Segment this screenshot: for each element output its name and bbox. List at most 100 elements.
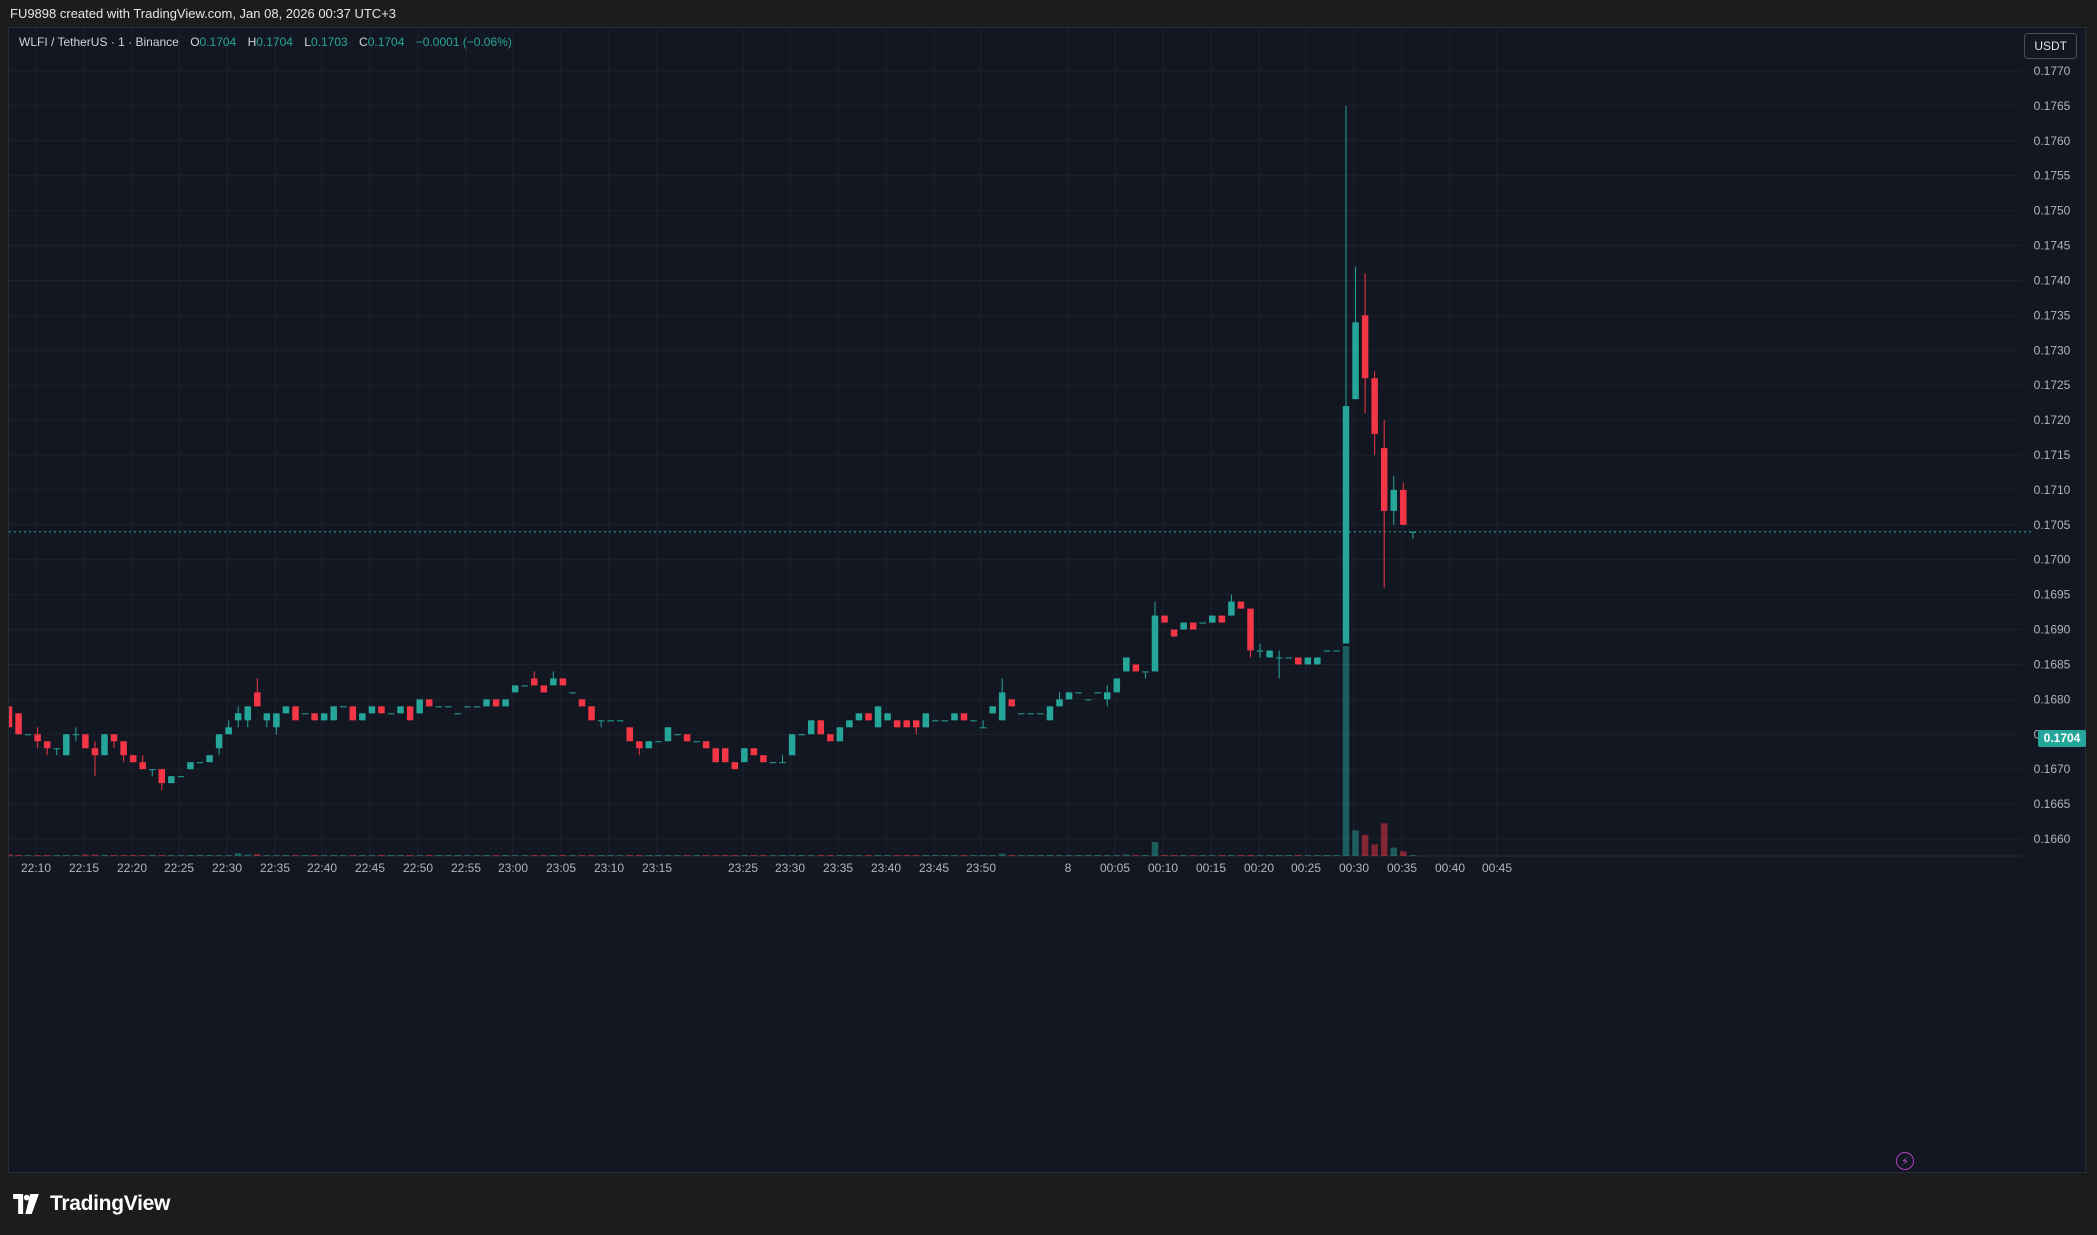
time-tick-label: 23:40: [871, 861, 901, 875]
candle-body: [435, 706, 442, 708]
volume-bar: [1237, 855, 1245, 856]
candle-body: [1209, 615, 1216, 623]
time-tick-label: 00:15: [1196, 861, 1226, 875]
volume-bar: [750, 855, 758, 856]
volume-bar: [616, 855, 624, 856]
volume-bar: [597, 855, 605, 856]
candle-body: [760, 755, 767, 763]
candle-body: [43, 741, 51, 749]
volume-bar: [454, 855, 462, 856]
candle-body: [24, 734, 32, 736]
volume-bar: [712, 855, 719, 856]
candle-body: [979, 727, 987, 729]
volume-bar: [1170, 855, 1178, 856]
volume-bar: [1075, 855, 1082, 856]
volume-bar: [15, 855, 22, 856]
volume-bar: [903, 855, 910, 856]
price-axis: 0.16600.16650.16700.16750.16800.16850.16…: [2034, 64, 2071, 846]
price-tick-label: 0.1745: [2034, 239, 2071, 253]
candle-body: [521, 685, 528, 687]
time-tick-label: 00:10: [1148, 861, 1178, 875]
time-tick-label: 00:25: [1291, 861, 1321, 875]
candle-body: [1084, 699, 1092, 701]
currency-button[interactable]: USDT: [2024, 33, 2077, 59]
candle-body: [712, 748, 719, 763]
lightning-icon[interactable]: ⚡: [1896, 1152, 1914, 1170]
candle-body: [559, 678, 567, 686]
volume-bar: [769, 855, 777, 856]
volume-bar: [53, 855, 60, 856]
volume-bar: [569, 855, 576, 856]
volume-bar: [1285, 855, 1292, 856]
volume-bar: [273, 855, 280, 856]
volume-bar: [636, 855, 643, 856]
volume-bar: [101, 855, 108, 856]
candle-body: [206, 755, 213, 763]
volume-bar: [1400, 851, 1407, 856]
volume-bar: [932, 855, 939, 856]
time-tick-label: 00:05: [1100, 861, 1130, 875]
candle-body: [425, 699, 433, 707]
change-value: −0.0001 (−0.06%): [415, 35, 512, 49]
volume-bar: [1218, 855, 1226, 856]
volume-bar: [473, 855, 481, 856]
candle-body: [884, 713, 891, 721]
candle-body: [645, 741, 653, 749]
candle-body: [320, 713, 328, 721]
candle-body: [1352, 322, 1359, 400]
candle-body: [1113, 678, 1121, 693]
volume-bar: [1342, 646, 1350, 856]
candle-body: [158, 769, 166, 784]
candle-body: [531, 678, 538, 686]
candle-body: [129, 755, 137, 763]
price-tick-label: 0.1750: [2034, 204, 2071, 218]
candle-body: [1371, 378, 1378, 435]
candle-body: [1304, 657, 1312, 665]
candle-body: [1333, 650, 1340, 652]
candle-body: [683, 734, 691, 742]
volume-bar: [425, 855, 433, 856]
candle-body: [597, 720, 605, 722]
volume-bar: [397, 855, 404, 856]
candle-body: [1390, 489, 1397, 511]
price-tick-label: 0.1700: [2034, 553, 2071, 567]
candle-body: [807, 720, 815, 735]
volume-bar: [1142, 855, 1149, 856]
volume-bar: [951, 855, 958, 856]
candle-body: [273, 713, 280, 728]
time-tick-label: 23:05: [546, 861, 576, 875]
volume-bar: [1113, 855, 1121, 856]
candle-body: [731, 762, 739, 770]
candlestick-chart[interactable]: 0.16600.16650.16700.16750.16800.16850.16…: [9, 28, 2087, 1174]
volume-bar: [1037, 855, 1044, 856]
time-tick-label: 22:30: [212, 861, 242, 875]
volume-bar: [683, 855, 691, 856]
volume-bar: [1228, 855, 1235, 856]
volume-bar: [502, 855, 509, 856]
price-tick-label: 0.1755: [2034, 169, 2071, 183]
tradingview-brand[interactable]: TradingView: [10, 1192, 170, 1216]
volume-bar: [664, 855, 672, 856]
time-tick-label: 00:45: [1482, 861, 1512, 875]
volume-bar: [817, 855, 824, 856]
volume-bar: [320, 855, 328, 856]
candle-body: [903, 720, 910, 728]
volume-bar: [177, 855, 185, 856]
candle-body: [827, 734, 834, 742]
price-tick-label: 0.1665: [2034, 797, 2071, 811]
time-tick-label: 00:30: [1339, 861, 1369, 875]
time-tick-label: 23:10: [594, 861, 624, 875]
volume-bar: [340, 855, 347, 856]
candle-body: [1037, 713, 1044, 715]
candle-body: [1266, 650, 1273, 658]
price-tick-label: 0.1685: [2034, 657, 2071, 671]
volume-bar: [1390, 847, 1397, 856]
volume-bar: [1304, 855, 1312, 856]
volume-bar: [120, 855, 127, 856]
volume-bar: [1209, 855, 1216, 856]
candle-body: [349, 706, 357, 721]
volume-bar: [1104, 855, 1111, 856]
candle-body: [922, 713, 930, 728]
volume-bar: [960, 855, 968, 856]
chart-area[interactable]: 0.16600.16650.16700.16750.16800.16850.16…: [8, 27, 2086, 1173]
